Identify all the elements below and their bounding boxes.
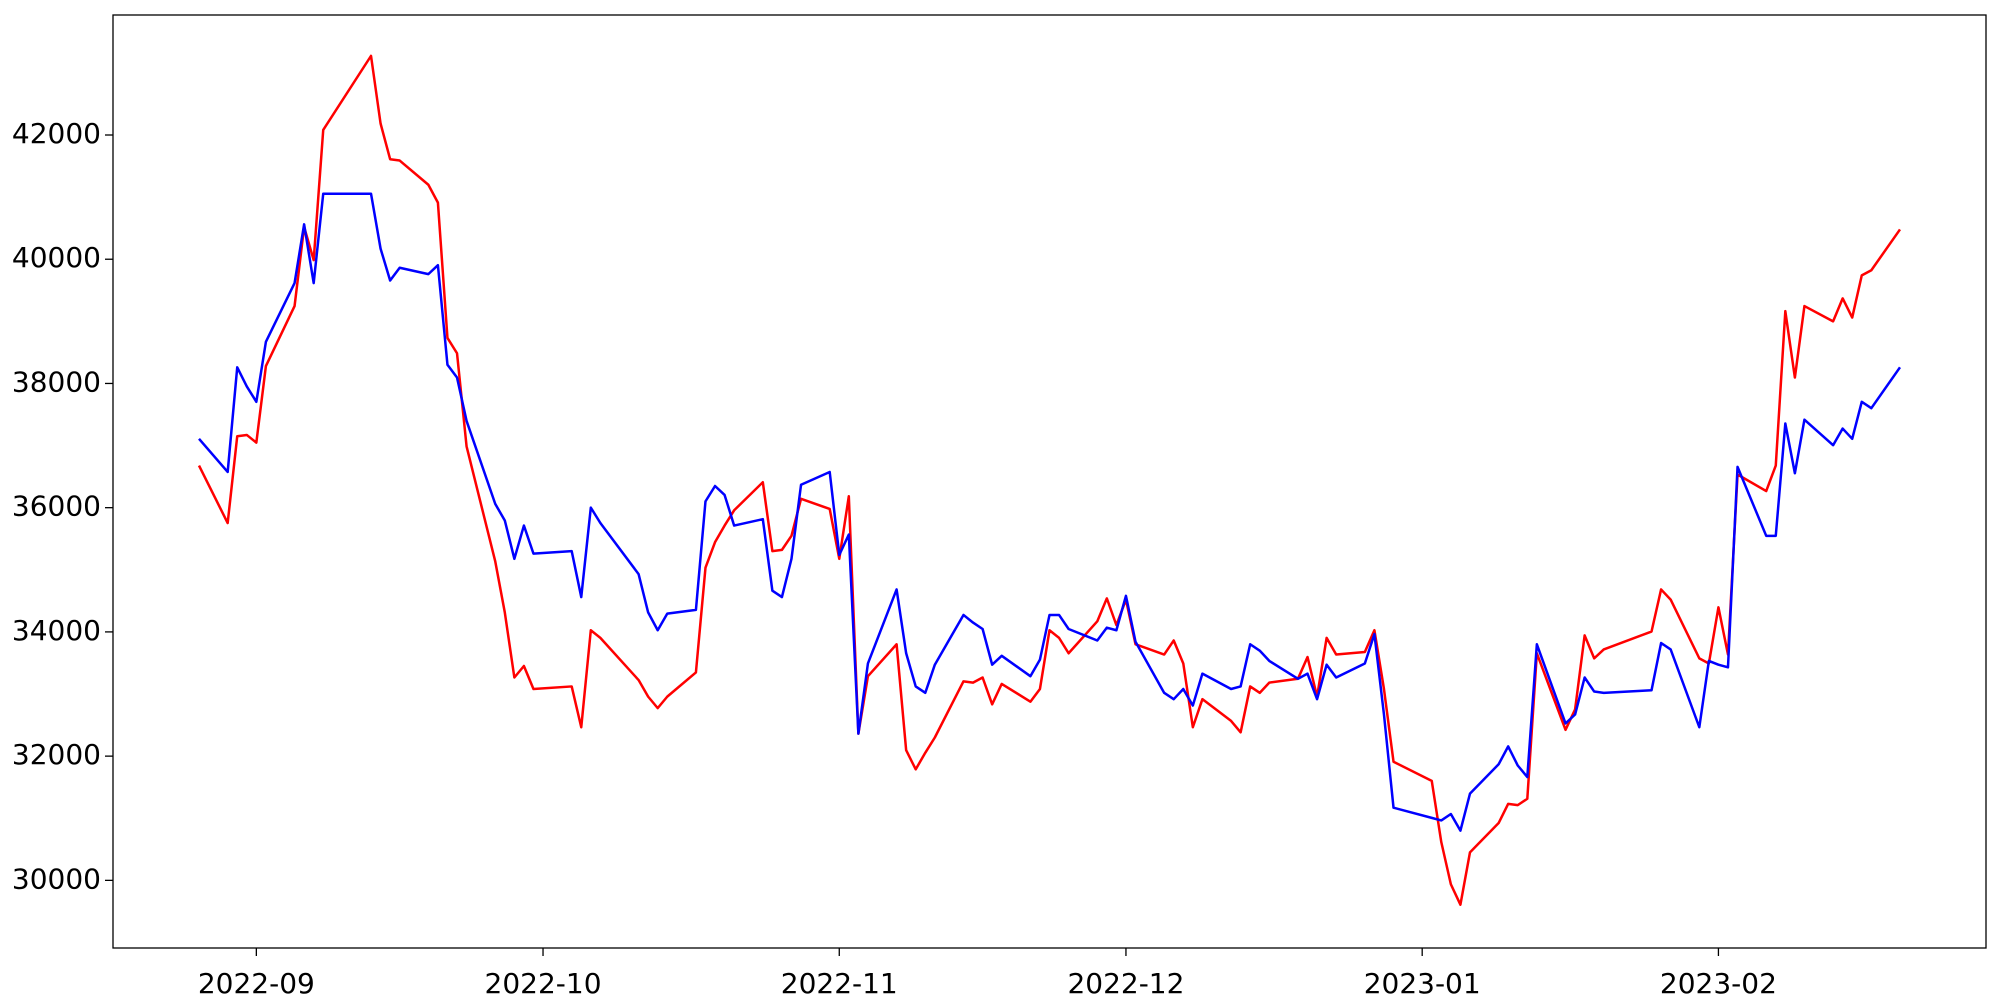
y-tick-label: 30000 bbox=[12, 862, 101, 895]
x-tick-label: 2023-01 bbox=[1364, 967, 1481, 1000]
x-tick-label: 2023-02 bbox=[1660, 967, 1777, 1000]
x-tick-label: 2022-11 bbox=[781, 967, 898, 1000]
y-tick-label: 32000 bbox=[12, 738, 101, 771]
plot-frame bbox=[112, 14, 1987, 949]
series-line bbox=[197, 54, 1902, 906]
x-tick-label: 2022-09 bbox=[198, 967, 315, 1000]
y-tick-label: 42000 bbox=[12, 117, 101, 150]
y-tick-label: 38000 bbox=[12, 365, 101, 398]
x-tick-label: 2022-12 bbox=[1067, 967, 1184, 1000]
y-tick-label: 40000 bbox=[12, 241, 101, 274]
series-line bbox=[198, 192, 1902, 832]
y-tick-label: 36000 bbox=[12, 490, 101, 523]
x-tick-label: 2022-10 bbox=[485, 967, 602, 1000]
y-tick-label: 34000 bbox=[12, 614, 101, 647]
